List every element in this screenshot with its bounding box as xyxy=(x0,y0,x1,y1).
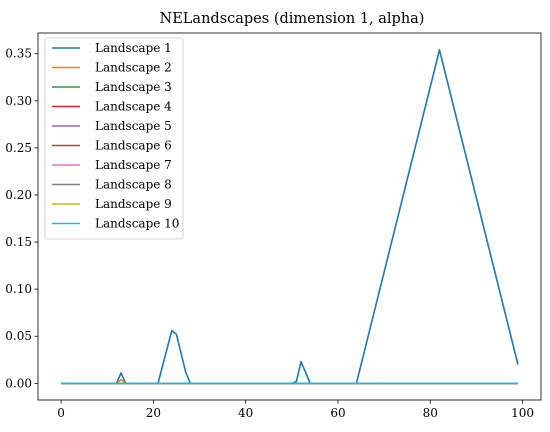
y-tick-label: 0.25 xyxy=(5,141,32,155)
chart-title: NELandscapes (dimension 1, alpha) xyxy=(160,11,425,27)
legend-label: Landscape 5 xyxy=(95,119,172,133)
y-tick-label: 0.00 xyxy=(5,376,32,390)
y-tick-label: 0.30 xyxy=(5,94,32,108)
legend-label: Landscape 6 xyxy=(95,139,172,153)
y-tick-label: 0.10 xyxy=(5,282,32,296)
plot-frame xyxy=(37,32,542,401)
y-tick-label: 0.05 xyxy=(5,329,32,343)
legend: Landscape 1 Landscape 2 Landscape 3 Landsca… xyxy=(44,37,184,240)
legend-label: Landscape 9 xyxy=(95,197,172,211)
x-tick-label: 80 xyxy=(423,406,438,420)
y-tick-label: 0.35 xyxy=(5,47,32,61)
x-tick-label: 40 xyxy=(238,406,253,420)
legend-label: Landscape 3 xyxy=(95,80,172,94)
x-tick-label: 60 xyxy=(330,406,345,420)
legend-label: Landscape 1 xyxy=(95,41,172,55)
legend-label: Landscape 8 xyxy=(95,178,172,192)
x-tick-label: 0 xyxy=(57,406,65,420)
y-tick-label: 0.20 xyxy=(5,188,32,202)
y-axis: 0.00 0.05 0.10 0.15 0.20 0.25 0.30 0.35 xyxy=(5,47,38,390)
legend-box xyxy=(44,37,184,240)
x-tick-label: 20 xyxy=(146,406,161,420)
y-tick-label: 0.15 xyxy=(5,235,32,249)
x-tick-label: 100 xyxy=(511,406,534,420)
legend-label: Landscape 7 xyxy=(95,158,172,172)
legend-label: Landscape 10 xyxy=(95,217,179,231)
x-axis: 0 20 40 60 80 100 xyxy=(57,400,534,420)
legend-label: Landscape 4 xyxy=(95,100,172,114)
plot-series xyxy=(61,49,519,385)
legend-label: Landscape 2 xyxy=(95,61,172,75)
